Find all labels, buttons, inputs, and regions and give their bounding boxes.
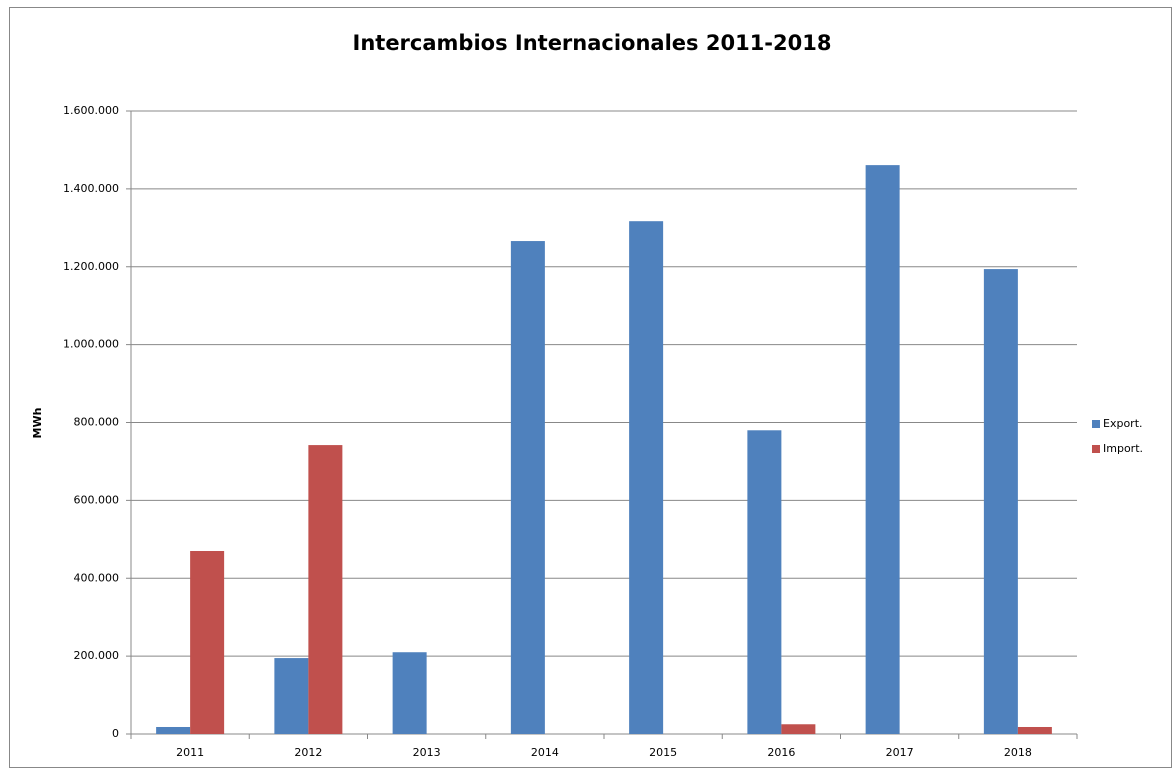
x-tick-label: 2012 (294, 746, 322, 759)
bar (308, 445, 343, 734)
x-tick-label: 2016 (767, 746, 795, 759)
legend-label: Import. (1103, 442, 1143, 455)
bar (629, 221, 664, 735)
y-tick-label: 400.000 (74, 571, 120, 584)
legend-label: Export. (1103, 417, 1143, 430)
x-tick-label: 2014 (531, 746, 559, 759)
bar (983, 269, 1018, 734)
bar (510, 241, 545, 734)
x-tick-label: 2013 (413, 746, 441, 759)
bar (865, 165, 900, 735)
bar (781, 724, 816, 734)
bar (190, 550, 225, 734)
legend-swatch (1092, 445, 1100, 453)
bar (156, 726, 191, 734)
bar (747, 430, 782, 734)
bar (392, 652, 427, 734)
y-tick-label: 200.000 (74, 649, 120, 662)
x-tick-label: 2011 (176, 746, 204, 759)
y-tick-label: 600.000 (74, 493, 120, 506)
y-tick-label: 0 (112, 727, 119, 740)
x-tick-label: 2018 (1004, 746, 1032, 759)
x-tick-label: 2017 (886, 746, 914, 759)
x-tick-label: 2015 (649, 746, 677, 759)
bar (274, 658, 309, 734)
y-tick-label: 1.400.000 (63, 182, 119, 195)
y-tick-label: 800.000 (74, 416, 120, 429)
y-axis-label: MWh (31, 408, 44, 439)
y-tick-label: 1.000.000 (63, 338, 119, 351)
y-tick-label: 1.600.000 (63, 104, 119, 117)
legend-swatch (1092, 420, 1100, 428)
chart-title: Intercambios Internacionales 2011-2018 (353, 31, 832, 55)
y-tick-label: 1.200.000 (63, 260, 119, 273)
bar (1017, 726, 1052, 734)
